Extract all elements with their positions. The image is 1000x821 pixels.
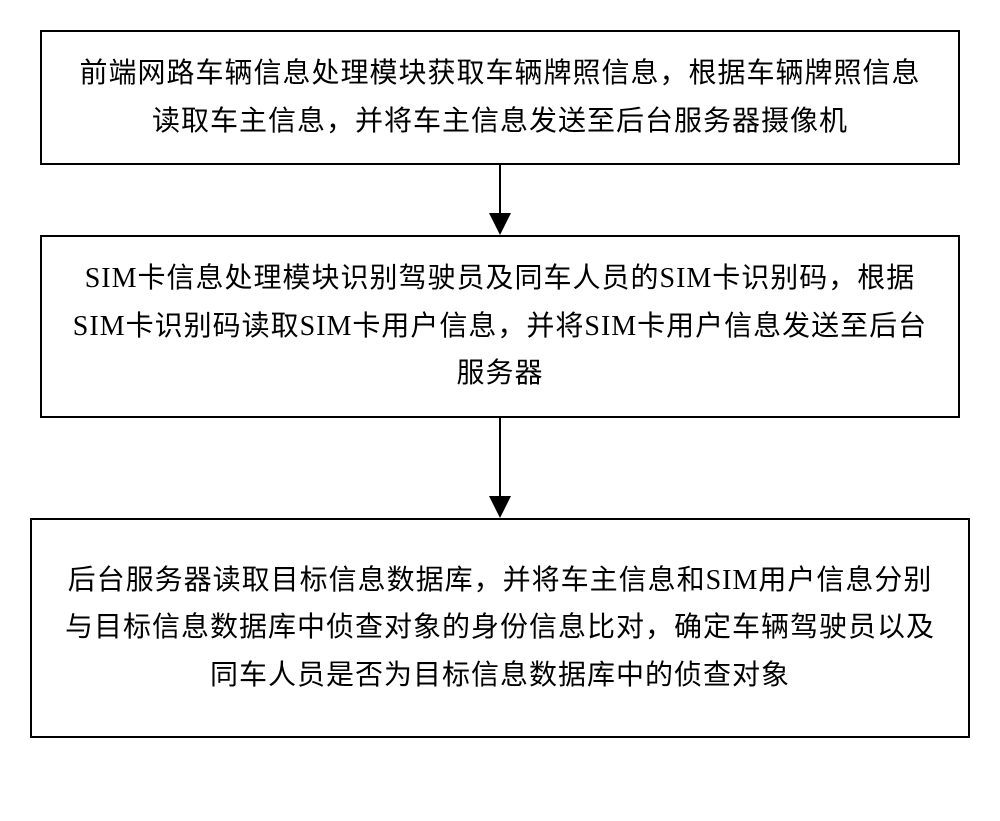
step-text: 后台服务器读取目标信息数据库，并将车主信息和SIM用户信息分别与目标信息数据库中… [56, 557, 944, 700]
arrow-2 [489, 418, 511, 518]
step-text: 前端网路车辆信息处理模块获取车辆牌照信息，根据车辆牌照信息读取车主信息，并将车主… [66, 50, 934, 145]
arrow-head-icon [489, 213, 511, 235]
arrow-line [499, 165, 501, 213]
arrow-head-icon [489, 496, 511, 518]
arrow-1 [489, 165, 511, 235]
arrow-line [499, 418, 501, 496]
flowchart-step-3: 后台服务器读取目标信息数据库，并将车主信息和SIM用户信息分别与目标信息数据库中… [30, 518, 970, 738]
flowchart-step-2: SIM卡信息处理模块识别驾驶员及同车人员的SIM卡识别码，根据SIM卡识别码读取… [40, 235, 960, 418]
flowchart-step-1: 前端网路车辆信息处理模块获取车辆牌照信息，根据车辆牌照信息读取车主信息，并将车主… [40, 30, 960, 165]
flowchart-container: 前端网路车辆信息处理模块获取车辆牌照信息，根据车辆牌照信息读取车主信息，并将车主… [0, 30, 1000, 738]
step-text: SIM卡信息处理模块识别驾驶员及同车人员的SIM卡识别码，根据SIM卡识别码读取… [66, 255, 934, 398]
